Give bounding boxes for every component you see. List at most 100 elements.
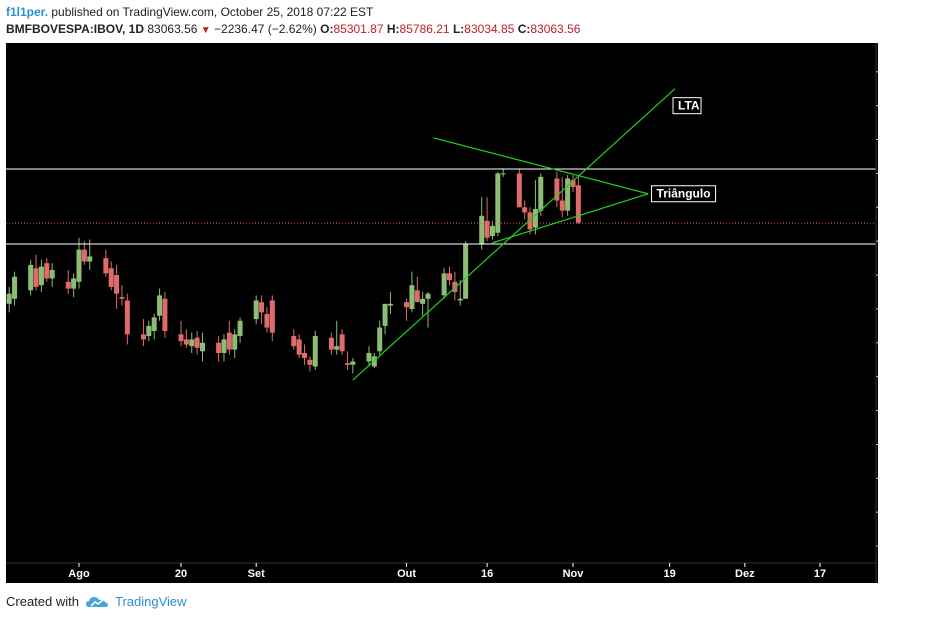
candle[interactable] bbox=[44, 258, 50, 282]
candle-body[interactable] bbox=[194, 337, 200, 348]
tradingview-brand-link[interactable]: TradingView bbox=[114, 594, 187, 609]
candle[interactable] bbox=[409, 271, 415, 313]
time-axis[interactable]: Ago 20 Set Out 16 Nov 19 Dez 17 bbox=[6, 43, 877, 583]
candle[interactable] bbox=[291, 329, 297, 350]
candle-body[interactable] bbox=[457, 298, 463, 301]
candle[interactable] bbox=[183, 329, 189, 348]
candle-body[interactable] bbox=[479, 215, 485, 245]
candle-body[interactable] bbox=[28, 264, 34, 291]
candle[interactable] bbox=[253, 295, 259, 325]
candle[interactable] bbox=[194, 330, 200, 355]
candle-body[interactable] bbox=[339, 334, 345, 352]
candle-body[interactable] bbox=[404, 302, 410, 308]
candle-body[interactable] bbox=[565, 178, 571, 211]
candle[interactable] bbox=[264, 307, 270, 333]
candle-body[interactable] bbox=[452, 281, 458, 292]
candle[interactable] bbox=[479, 197, 485, 250]
candle-body[interactable] bbox=[366, 352, 372, 362]
candle-body[interactable] bbox=[500, 173, 506, 175]
candle[interactable] bbox=[366, 346, 372, 367]
candle[interactable] bbox=[65, 269, 71, 294]
candle[interactable] bbox=[463, 241, 469, 299]
candle[interactable] bbox=[140, 319, 146, 347]
candle-body[interactable] bbox=[162, 298, 168, 331]
candle[interactable] bbox=[119, 285, 125, 306]
triangle-lower-line[interactable] bbox=[492, 193, 649, 244]
candle-body[interactable] bbox=[334, 346, 340, 350]
candle[interactable] bbox=[221, 334, 227, 362]
candle[interactable] bbox=[157, 288, 163, 321]
candle-body[interactable] bbox=[146, 325, 152, 337]
candle[interactable] bbox=[151, 314, 157, 340]
lta-label[interactable]: LTA bbox=[672, 97, 702, 115]
candle-body[interactable] bbox=[12, 276, 18, 299]
triangle-upper-line[interactable] bbox=[433, 137, 649, 195]
candle[interactable] bbox=[339, 329, 345, 355]
candle[interactable] bbox=[108, 261, 114, 291]
candle[interactable] bbox=[162, 291, 168, 338]
candle[interactable] bbox=[452, 271, 458, 301]
candle[interactable] bbox=[500, 168, 506, 177]
candle-body[interactable] bbox=[259, 302, 265, 313]
triangle-label[interactable]: Triângulo bbox=[651, 185, 717, 203]
candle-body[interactable] bbox=[49, 269, 55, 279]
candle[interactable] bbox=[522, 200, 528, 220]
candle-body[interactable] bbox=[269, 300, 275, 333]
candle[interactable] bbox=[377, 320, 383, 355]
candle[interactable] bbox=[565, 175, 571, 216]
candle-body[interactable] bbox=[420, 298, 426, 304]
candle[interactable] bbox=[189, 332, 195, 353]
candle-body[interactable] bbox=[296, 339, 302, 355]
candle[interactable] bbox=[387, 291, 393, 315]
candle[interactable] bbox=[81, 241, 87, 265]
candle-body[interactable] bbox=[189, 339, 195, 347]
candle[interactable] bbox=[259, 295, 265, 325]
candle[interactable] bbox=[232, 329, 238, 359]
candle[interactable] bbox=[307, 356, 313, 372]
candle[interactable] bbox=[559, 176, 565, 218]
candle[interactable] bbox=[33, 254, 39, 291]
candle-body[interactable] bbox=[554, 178, 560, 201]
candle-body[interactable] bbox=[38, 266, 44, 286]
candle-body[interactable] bbox=[33, 268, 39, 287]
candle[interactable] bbox=[350, 358, 356, 374]
candle-body[interactable] bbox=[441, 273, 447, 296]
candle[interactable] bbox=[237, 317, 243, 343]
candle[interactable] bbox=[302, 344, 308, 365]
candle-body[interactable] bbox=[221, 339, 227, 353]
candle-body[interactable] bbox=[302, 352, 308, 359]
candle[interactable] bbox=[532, 180, 538, 235]
candle[interactable] bbox=[570, 175, 576, 193]
candle[interactable] bbox=[226, 320, 232, 355]
candle-body[interactable] bbox=[382, 303, 388, 326]
candle[interactable] bbox=[71, 273, 77, 298]
candle[interactable] bbox=[554, 171, 560, 208]
candle[interactable] bbox=[12, 271, 18, 306]
candle-body[interactable] bbox=[570, 180, 576, 187]
candle-body[interactable] bbox=[232, 334, 238, 350]
candle-body[interactable] bbox=[157, 295, 163, 316]
author-link[interactable]: f1l1per. bbox=[6, 5, 49, 19]
candle-body[interactable] bbox=[103, 258, 109, 274]
candle[interactable] bbox=[425, 291, 431, 328]
candle-body[interactable] bbox=[200, 342, 205, 352]
candle-body[interactable] bbox=[414, 290, 420, 303]
candle-body[interactable] bbox=[527, 212, 533, 230]
candle[interactable] bbox=[200, 332, 205, 362]
candle[interactable] bbox=[296, 334, 302, 359]
candle-body[interactable] bbox=[71, 278, 77, 289]
candle-body[interactable] bbox=[114, 275, 120, 294]
lta-trendline[interactable] bbox=[352, 88, 676, 381]
candle[interactable] bbox=[414, 276, 420, 303]
candle-body[interactable] bbox=[216, 342, 222, 353]
candle-body[interactable] bbox=[425, 293, 431, 299]
candle-body[interactable] bbox=[532, 208, 538, 228]
candle-body[interactable] bbox=[65, 281, 71, 289]
candle-body[interactable] bbox=[76, 249, 82, 282]
candle-body[interactable] bbox=[124, 300, 130, 335]
candle[interactable] bbox=[328, 332, 334, 355]
candle[interactable] bbox=[516, 168, 522, 208]
candle-body[interactable] bbox=[81, 249, 87, 262]
candle-body[interactable] bbox=[409, 285, 415, 309]
